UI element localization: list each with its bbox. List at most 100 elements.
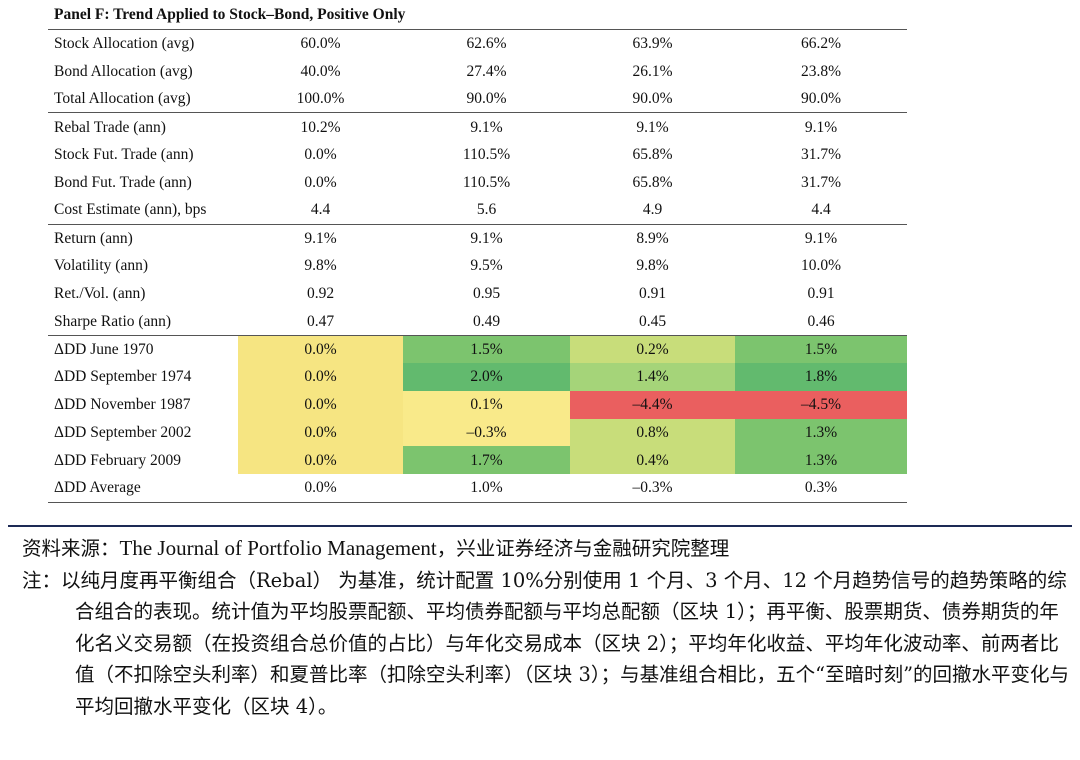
cell-value: 0.0% (304, 173, 337, 191)
cell-value: 100.0% (296, 90, 345, 108)
cell-value: 0.0% (238, 446, 403, 475)
cell-value: 1.0% (403, 474, 570, 503)
table-row: Rebal Trade (ann) 10.2% 9.1% 9.1% 9.1% (48, 112, 908, 141)
cell-value: 4.9 (642, 201, 663, 219)
cell-value: 0.95 (472, 285, 501, 303)
cell-value: 0.0% (238, 474, 403, 503)
table-row: Bond Fut. Trade (ann) 0.0% 110.5% 65.8% 31.7… (48, 168, 907, 196)
cell-value: 1.4% (570, 363, 735, 391)
row-label: Total Allocation (avg) (54, 90, 191, 108)
table-row: Stock Allocation (avg) 60.0% 62.6% 63.9% 66.… (48, 29, 908, 58)
cell-value: –4.4% (570, 390, 735, 419)
cell-value: 110.5% (462, 146, 511, 164)
cell-value: 60.0% (238, 29, 403, 58)
table-row: ΔDD September 2002 0.0% –0.3% 0.8% 1.3% (48, 418, 908, 447)
source-prefix: 资料来源： (22, 537, 120, 560)
cell-value: 90.0% (801, 90, 842, 108)
table-row: Ret./Vol. (ann) 0.92 0.95 0.91 0.91 (48, 280, 907, 308)
footnotes: 资料来源：The Journal of Portfolio Management… (22, 533, 1072, 722)
cell-value: 66.2% (735, 29, 908, 58)
row-label: Bond Allocation (avg) (54, 62, 193, 80)
cell-value: 0.92 (306, 285, 335, 303)
cell-value: 9.8% (636, 257, 669, 275)
cell-value: –0.3% (570, 474, 735, 503)
cell-value: 23.8% (801, 62, 842, 80)
row-label: ΔDD June 1970 (48, 334, 238, 364)
cell-value: 9.1% (403, 223, 570, 252)
cell-value: 1.3% (735, 446, 908, 475)
cell-value: 110.5% (462, 173, 511, 191)
cell-value: 26.1% (632, 62, 673, 80)
cell-value: 0.2% (570, 334, 735, 364)
note-text: 注：以纯月度再平衡组合（Rebal） 为基准，统计配置 10%分别使用 1 个月… (22, 568, 1070, 718)
row-label: Sharpe Ratio (ann) (54, 312, 172, 330)
row-label: ΔDD September 1974 (54, 368, 192, 386)
table-row: ΔDD September 1974 0.0% 2.0% 1.4% 1.8% (48, 363, 908, 391)
table-row: ΔDD June 1970 0.0% 1.5% 0.2% 1.5% (48, 334, 908, 364)
cell-value: 1.8% (735, 363, 908, 391)
cell-value: 65.8% (632, 146, 673, 164)
cell-value: 0.91 (807, 285, 835, 303)
cell-value: 0.4% (570, 446, 735, 475)
cell-value: –0.3% (403, 418, 570, 447)
cell-value: 4.4 (310, 201, 331, 219)
cell-value: 27.4% (466, 62, 507, 80)
table-row: Total Allocation (avg) 100.0% 90.0% 90.0% 90… (48, 85, 907, 113)
panel-f-table: Panel F: Trend Applied to Stock–Bond, Po… (48, 0, 908, 503)
cell-value: 9.5% (470, 257, 503, 275)
row-label: Stock Fut. Trade (ann) (54, 146, 194, 164)
table-row: Return (ann) 9.1% 9.1% 8.9% 9.1% (48, 223, 908, 252)
cell-value: 1.3% (735, 418, 908, 447)
source-line: 资料来源：The Journal of Portfolio Management… (22, 533, 1072, 565)
cell-value: 65.8% (632, 173, 673, 191)
table-row: ΔDD February 2009 0.0% 1.7% 0.4% 1.3% (48, 446, 908, 475)
row-label: Return (ann) (48, 223, 238, 252)
cell-value: 8.9% (570, 223, 735, 252)
cell-value: 10.0% (801, 257, 842, 275)
row-label: ΔDD February 2009 (54, 451, 182, 469)
panel-title: Panel F: Trend Applied to Stock–Bond, Po… (54, 6, 406, 23)
cell-value: 0.45 (638, 312, 667, 330)
table-row: ΔDD November 1987 0.0% 0.1% –4.4% –4.5% (48, 390, 908, 419)
cell-value: 0.0% (238, 390, 403, 419)
cell-value: 90.0% (632, 90, 673, 108)
table-row: Cost Estimate (ann), bps 4.4 5.6 4.9 4.4 (48, 196, 907, 224)
cell-value: 90.0% (466, 90, 507, 108)
cell-value: 0.49 (472, 312, 501, 330)
cell-value: 0.1% (403, 390, 570, 419)
panel-header-row: Panel F: Trend Applied to Stock–Bond, Po… (48, 0, 907, 30)
cell-value: 0.0% (238, 418, 403, 447)
source-journal: The Journal of Portfolio Management (119, 536, 437, 560)
cell-value: 0.46 (807, 312, 835, 330)
row-label: ΔDD September 2002 (54, 424, 192, 442)
row-label: Bond Fut. Trade (ann) (54, 173, 192, 191)
row-label: ΔDD November 1987 (54, 396, 191, 414)
divider-line (8, 525, 1072, 527)
source-suffix: ，兴业证券经济与金融研究院整理 (436, 537, 730, 560)
cell-value: 1.7% (403, 446, 570, 475)
cell-value: 4.4 (811, 201, 831, 219)
table-body: Panel F: Trend Applied to Stock–Bond, Po… (48, 0, 908, 503)
cell-value: –4.5% (735, 390, 908, 419)
cell-value: 9.1% (735, 112, 908, 141)
cell-value: 0.0% (238, 363, 403, 391)
cell-value: 9.1% (735, 223, 908, 252)
table-row: Bond Allocation (avg) 40.0% 27.4% 26.1% 23.8… (48, 57, 907, 85)
row-label: Ret./Vol. (ann) (54, 285, 146, 303)
row-label: Volatility (ann) (54, 257, 148, 275)
cell-value: 62.6% (403, 29, 570, 58)
row-label: Cost Estimate (ann), bps (54, 201, 207, 219)
cell-value: 9.1% (403, 112, 570, 141)
data-table-container: Panel F: Trend Applied to Stock–Bond, Po… (48, 0, 908, 503)
cell-value: 2.0% (403, 363, 570, 391)
cell-value: 40.0% (300, 62, 341, 80)
cell-value: 9.1% (238, 223, 403, 252)
row-label: Stock Allocation (avg) (48, 29, 238, 58)
cell-value: 10.2% (238, 112, 403, 141)
table-row: Sharpe Ratio (ann) 0.47 0.49 0.45 0.46 (48, 307, 907, 335)
cell-value: 0.47 (306, 312, 335, 330)
cell-value: 63.9% (570, 29, 735, 58)
cell-value: 1.5% (735, 334, 908, 364)
table-row: Stock Fut. Trade (ann) 0.0% 110.5% 65.8% 31.… (48, 141, 907, 169)
cell-value: 9.1% (570, 112, 735, 141)
